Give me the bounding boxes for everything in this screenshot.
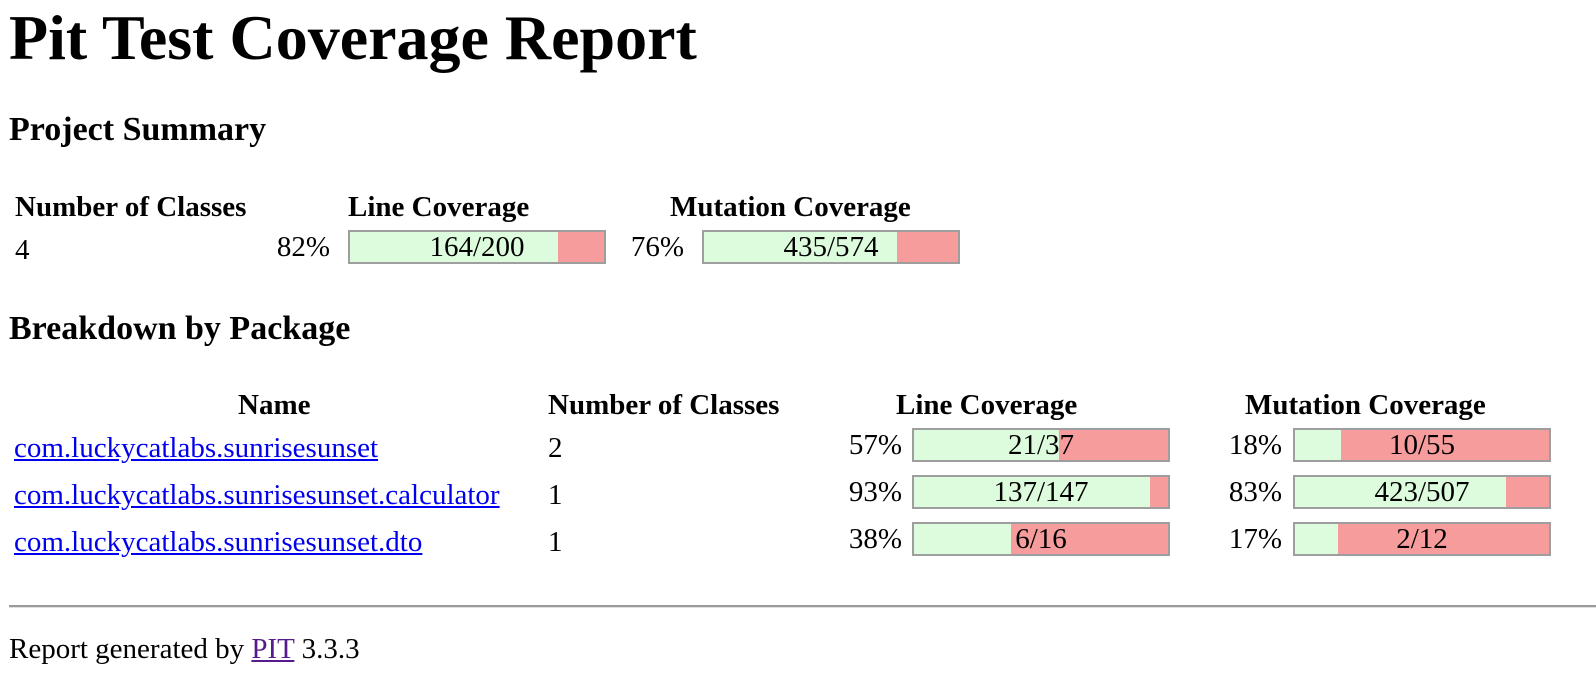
package-line-coverage-fill — [914, 477, 1151, 507]
package-mutation-coverage-fill — [1295, 430, 1341, 460]
package-line-ratio: 21/37 — [1007, 429, 1075, 461]
breakdown-heading: Breakdown by Package — [9, 310, 351, 347]
summary-mutation-coverage-fill — [704, 232, 898, 262]
footer-prefix: Report generated by — [9, 633, 245, 665]
package-link-calculator[interactable]: com.luckycatlabs.sunrisesunset.calculato… — [14, 479, 500, 511]
package-mutation-coverage-fill — [1295, 524, 1339, 554]
pit-link[interactable]: PIT — [251, 633, 295, 665]
footer: Report generated by PIT 3.3.3 — [9, 632, 360, 666]
package-classes-count: 1 — [548, 479, 563, 511]
package-line-coverage-fill — [914, 524, 1011, 554]
summary-line-ratio: 164/200 — [429, 231, 525, 263]
project-summary-heading: Project Summary — [9, 111, 267, 148]
package-line-coverage-bar: 21/37 — [912, 428, 1170, 462]
summary-line-coverage-fill — [350, 232, 559, 262]
package-mutation-percent: 17% — [1228, 523, 1282, 555]
package-line-ratio: 137/147 — [993, 476, 1089, 508]
package-mutation-ratio: 423/507 — [1374, 476, 1470, 508]
package-line-coverage-bar: 6/16 — [912, 522, 1170, 556]
summary-header-line: Line Coverage — [348, 191, 530, 223]
summary-header-mutation: Mutation Coverage — [670, 191, 911, 223]
summary-header-classes: Number of Classes — [15, 191, 247, 223]
package-mutation-coverage-fill — [1295, 477, 1506, 507]
package-line-ratio: 6/16 — [1015, 523, 1067, 555]
breakdown-header-classes: Number of Classes — [548, 389, 780, 421]
summary-line-percent: 82% — [276, 231, 330, 263]
summary-line-coverage-bar: 164/200 — [348, 230, 606, 264]
breakdown-header-mutation: Mutation Coverage — [1245, 389, 1486, 421]
footer-version: 3.3.3 — [301, 633, 360, 665]
package-line-coverage-fill — [914, 430, 1059, 460]
package-line-coverage-bar: 137/147 — [912, 475, 1170, 509]
package-line-percent: 38% — [848, 523, 902, 555]
package-mutation-percent: 83% — [1228, 476, 1282, 508]
package-mutation-ratio: 10/55 — [1388, 429, 1456, 461]
package-classes-count: 2 — [548, 432, 563, 464]
summary-mutation-coverage-bar: 435/574 — [702, 230, 960, 264]
package-mutation-coverage-bar: 10/55 — [1293, 428, 1551, 462]
breakdown-header-line: Line Coverage — [896, 389, 1078, 421]
summary-mutation-percent: 76% — [630, 231, 684, 263]
summary-mutation-ratio: 435/574 — [783, 231, 879, 263]
package-mutation-ratio: 2/12 — [1396, 523, 1448, 555]
package-mutation-coverage-bar: 2/12 — [1293, 522, 1551, 556]
package-mutation-coverage-bar: 423/507 — [1293, 475, 1551, 509]
package-classes-count: 1 — [548, 526, 563, 558]
breakdown-header-name: Name — [238, 389, 311, 421]
package-link-sunrisesunset[interactable]: com.luckycatlabs.sunrisesunset — [14, 432, 379, 464]
package-link-dto[interactable]: com.luckycatlabs.sunrisesunset.dto — [14, 526, 423, 558]
package-line-percent: 93% — [848, 476, 902, 508]
package-mutation-percent: 18% — [1228, 429, 1282, 461]
summary-classes-count: 4 — [15, 234, 30, 266]
package-line-percent: 57% — [848, 429, 902, 461]
footer-divider — [9, 605, 1596, 608]
page-title: Pit Test Coverage Report — [9, 2, 697, 73]
